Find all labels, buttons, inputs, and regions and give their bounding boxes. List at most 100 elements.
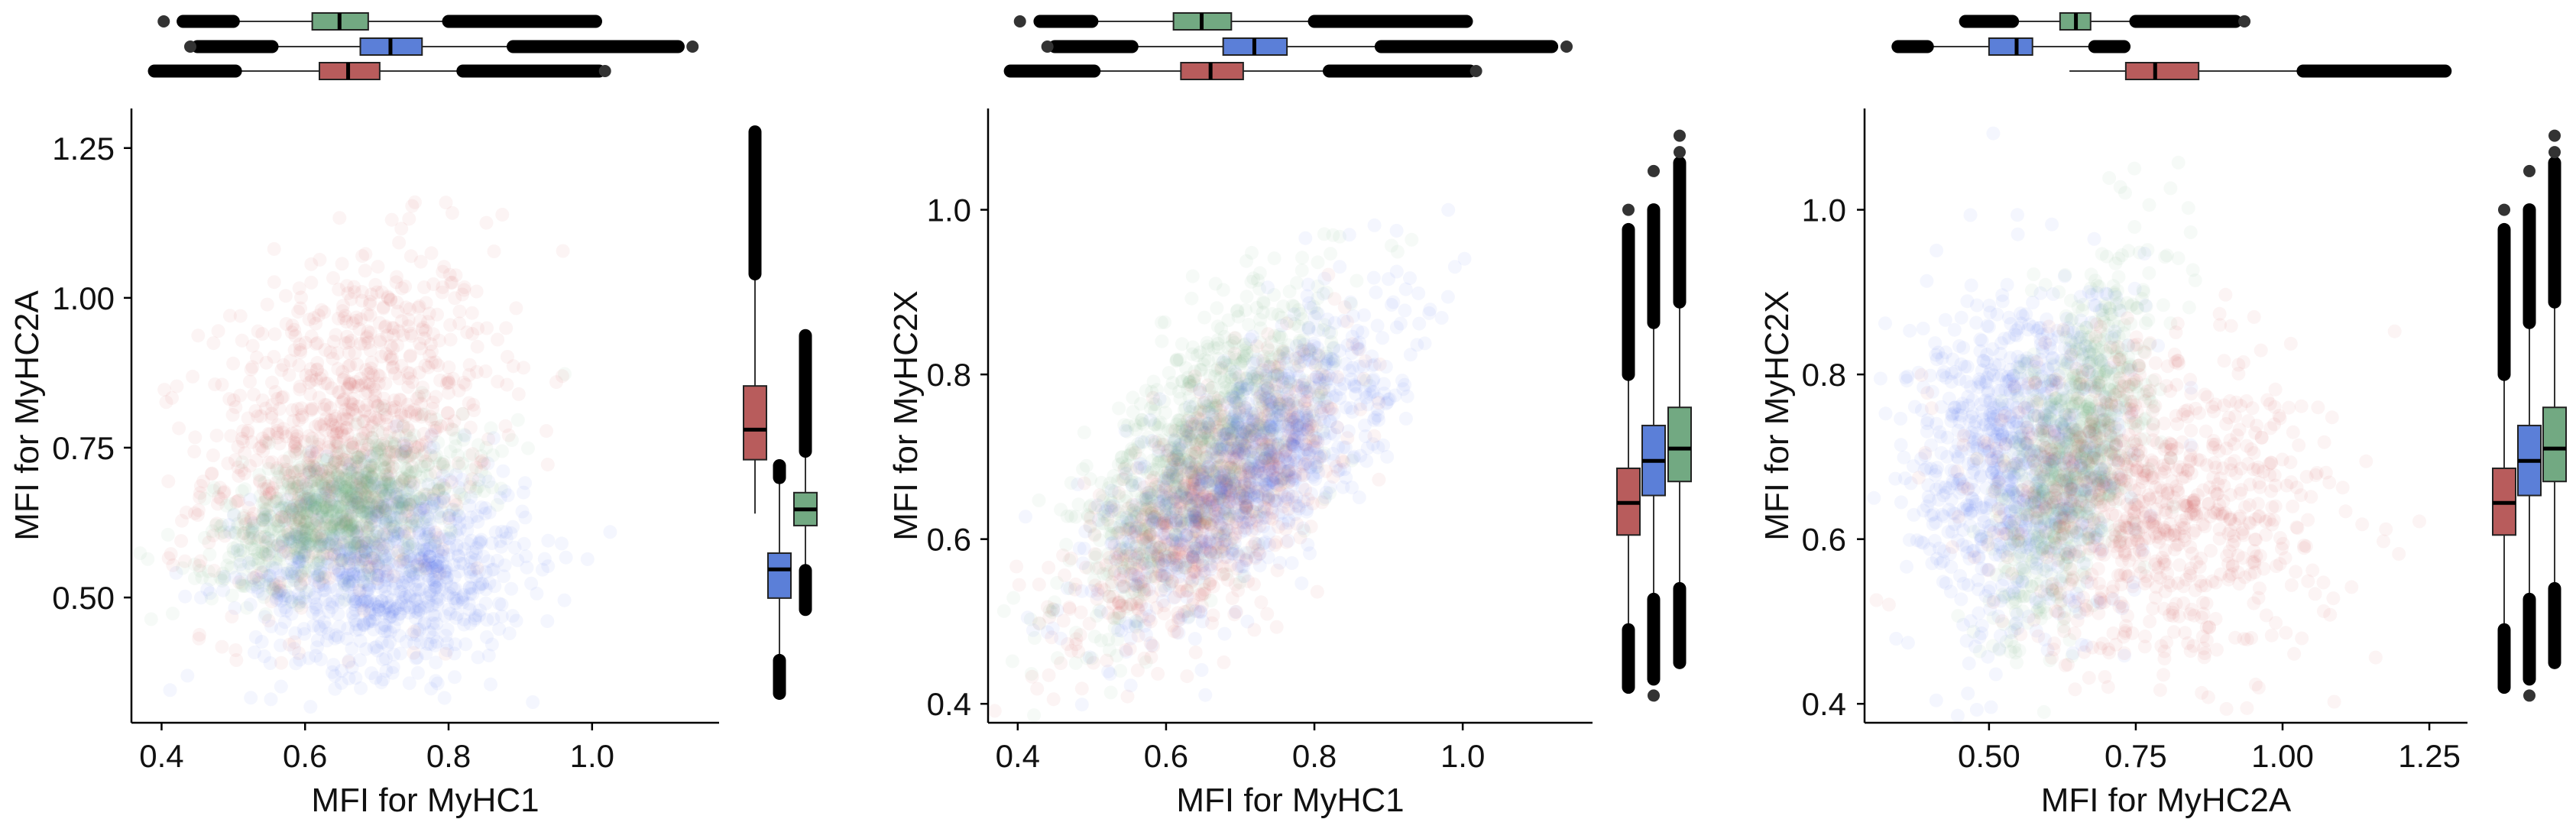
scatter-point [495,445,509,458]
scatter-point [1142,562,1155,575]
scatter-point [307,311,321,325]
scatter-point [293,653,306,667]
scatter-point [341,622,355,636]
scatter-point [363,449,377,463]
scatter-layer [988,203,1472,722]
scatter-point [399,300,413,314]
scatter-point [436,457,449,471]
scatter-point [380,433,394,447]
scatter-point [255,327,269,341]
y-tick-label: 0.50 [52,580,115,616]
scatter-point [1254,595,1268,609]
scatter-point [348,539,361,553]
scatter-point [355,249,369,263]
right-marginal-boxplot [794,335,817,609]
scatter-point [1042,561,1055,575]
scatter-point [415,386,429,400]
scatter-point [303,376,316,390]
scatter-point [205,467,219,481]
scatter-point [293,594,307,608]
scatter-point [203,548,216,562]
scatter-point [1226,334,1239,348]
scatter-point [326,271,340,285]
scatter-point [1009,560,1023,574]
scatter-point [398,280,412,293]
scatter-point [292,413,306,427]
scatter-point [408,196,422,209]
scatter-point [438,691,452,705]
scatter-point [1164,382,1178,396]
scatter-point [383,611,397,625]
scatter-point [1295,264,1309,277]
scatter-point [472,565,486,578]
scatter-point [373,335,387,349]
scatter-point [1026,623,1040,637]
scatter-point [378,625,392,639]
scatter-point [339,309,352,322]
scatter-point [319,482,332,496]
scatter-point [245,363,258,377]
scatter-point [603,525,617,539]
scatter-point [448,670,462,684]
scatter-point [997,604,1011,618]
scatter-point [392,236,406,250]
scatter-point [466,398,480,412]
scatter-point [1071,478,1084,491]
scatter-point [1283,285,1297,299]
scatter-point [269,556,283,570]
scatter-point [504,582,518,596]
scatter-point [400,462,413,476]
boxplot-box [744,386,766,459]
scatter-point [397,419,410,432]
scatter-point [294,290,308,304]
scatter-point [988,704,1002,717]
scatter-point [438,609,452,623]
scatter-point [331,362,345,376]
scatter-point [144,612,158,626]
scatter-point [503,626,517,640]
scatter-point [293,343,307,357]
scatter-point [385,351,399,365]
scatter-point [176,562,190,575]
scatter-point [1069,626,1083,639]
scatter-point [274,680,288,694]
scatter-point [462,581,476,594]
scatter-point [541,534,555,548]
scatter-point [267,539,280,553]
scatter-point [485,481,499,494]
scatter-point [1209,277,1223,290]
scatter-point [409,583,423,597]
scatter-point [223,309,237,322]
scatter-point [437,260,451,274]
scatter-point [274,515,288,529]
scatter-point [318,584,332,597]
scatter-point [1240,615,1254,629]
scatter-point [1317,272,1331,286]
scatter-point [1367,271,1381,285]
scatter-point [365,571,379,584]
scatter-point [1185,348,1199,361]
scatter-point [377,528,390,542]
scatter-point [435,504,449,518]
scatter-point [178,590,192,604]
scatter-point [541,458,555,471]
scatter-point [1162,366,1176,380]
scatter-point [235,455,249,469]
scatter-point [1083,650,1097,664]
scatter-point [286,319,300,332]
scatter-point [276,426,290,439]
scatter-point [1069,656,1083,670]
scatter-point [261,298,274,312]
scatter-point [1119,424,1132,438]
scatter-point [385,593,399,607]
scatter-point [417,460,431,474]
x-tick-label: 1.0 [570,738,614,774]
scatter-point [581,552,595,566]
scatter-point [1189,646,1203,659]
scatter-point [471,438,485,452]
scatter-point [1059,538,1073,552]
scatter-point [1180,669,1194,683]
scatter-point [1134,397,1148,411]
scatter-point [1158,316,1171,329]
